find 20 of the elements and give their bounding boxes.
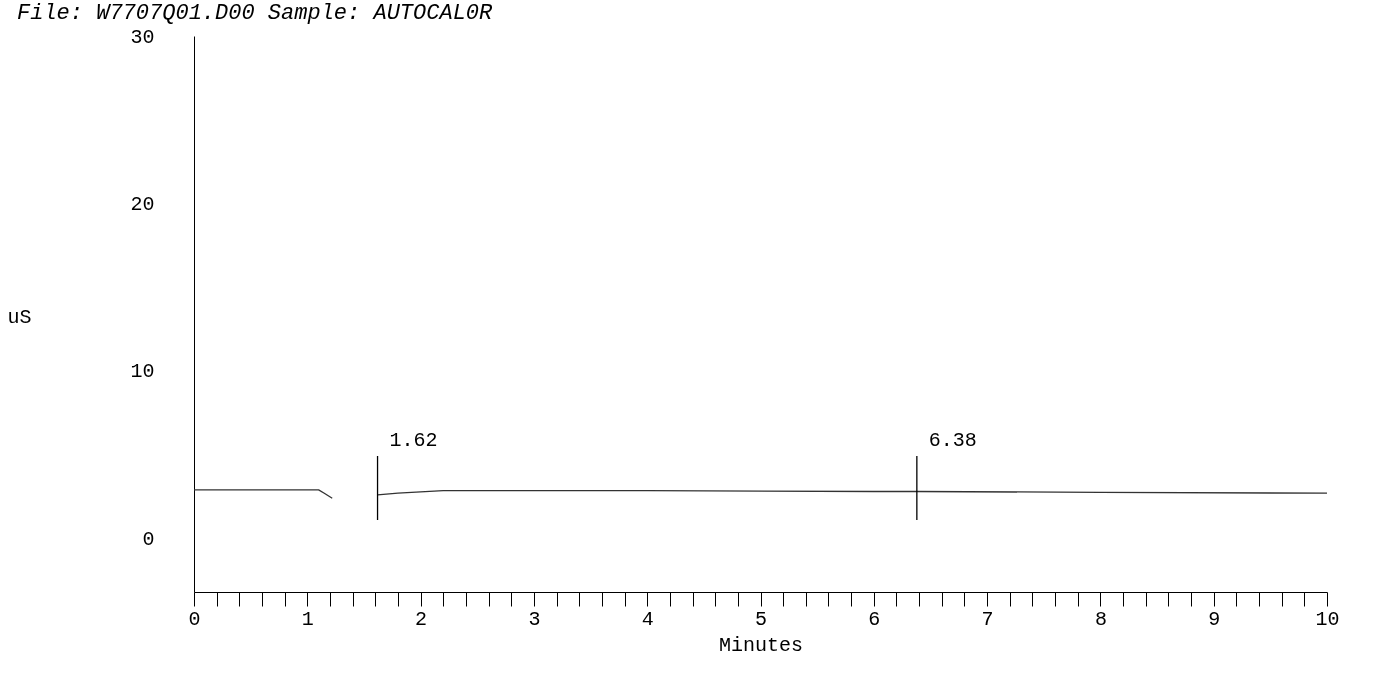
x-tick-label: 6 [868,607,881,631]
y-tick-label: 20 [130,192,155,216]
x-tick-label: 5 [754,607,768,631]
x-tick-label: 2 [415,607,428,631]
x-tick-label: 10 [1315,607,1340,631]
y-axis-title: uS [7,305,32,329]
x-tick-label: 1 [301,607,314,631]
y-tick-label: 10 [130,360,155,384]
ref-line-label: 6.38 [928,429,977,452]
x-tick-label: 3 [528,607,541,631]
x-tick-label: 8 [1094,607,1107,631]
x-axis-title: Minutes [718,633,804,657]
x-tick-label: 9 [1208,607,1221,631]
x-tick-label: 0 [188,607,201,631]
y-tick-label: 0 [142,527,155,551]
x-tick-label: 7 [981,607,994,631]
ref-line-label: 1.62 [389,429,438,452]
chart-title: File: W7707Q01.D00 Sample: AUTOCAL0R [17,1,494,26]
y-tick-label: 30 [130,25,155,49]
x-tick-label: 4 [641,607,654,631]
